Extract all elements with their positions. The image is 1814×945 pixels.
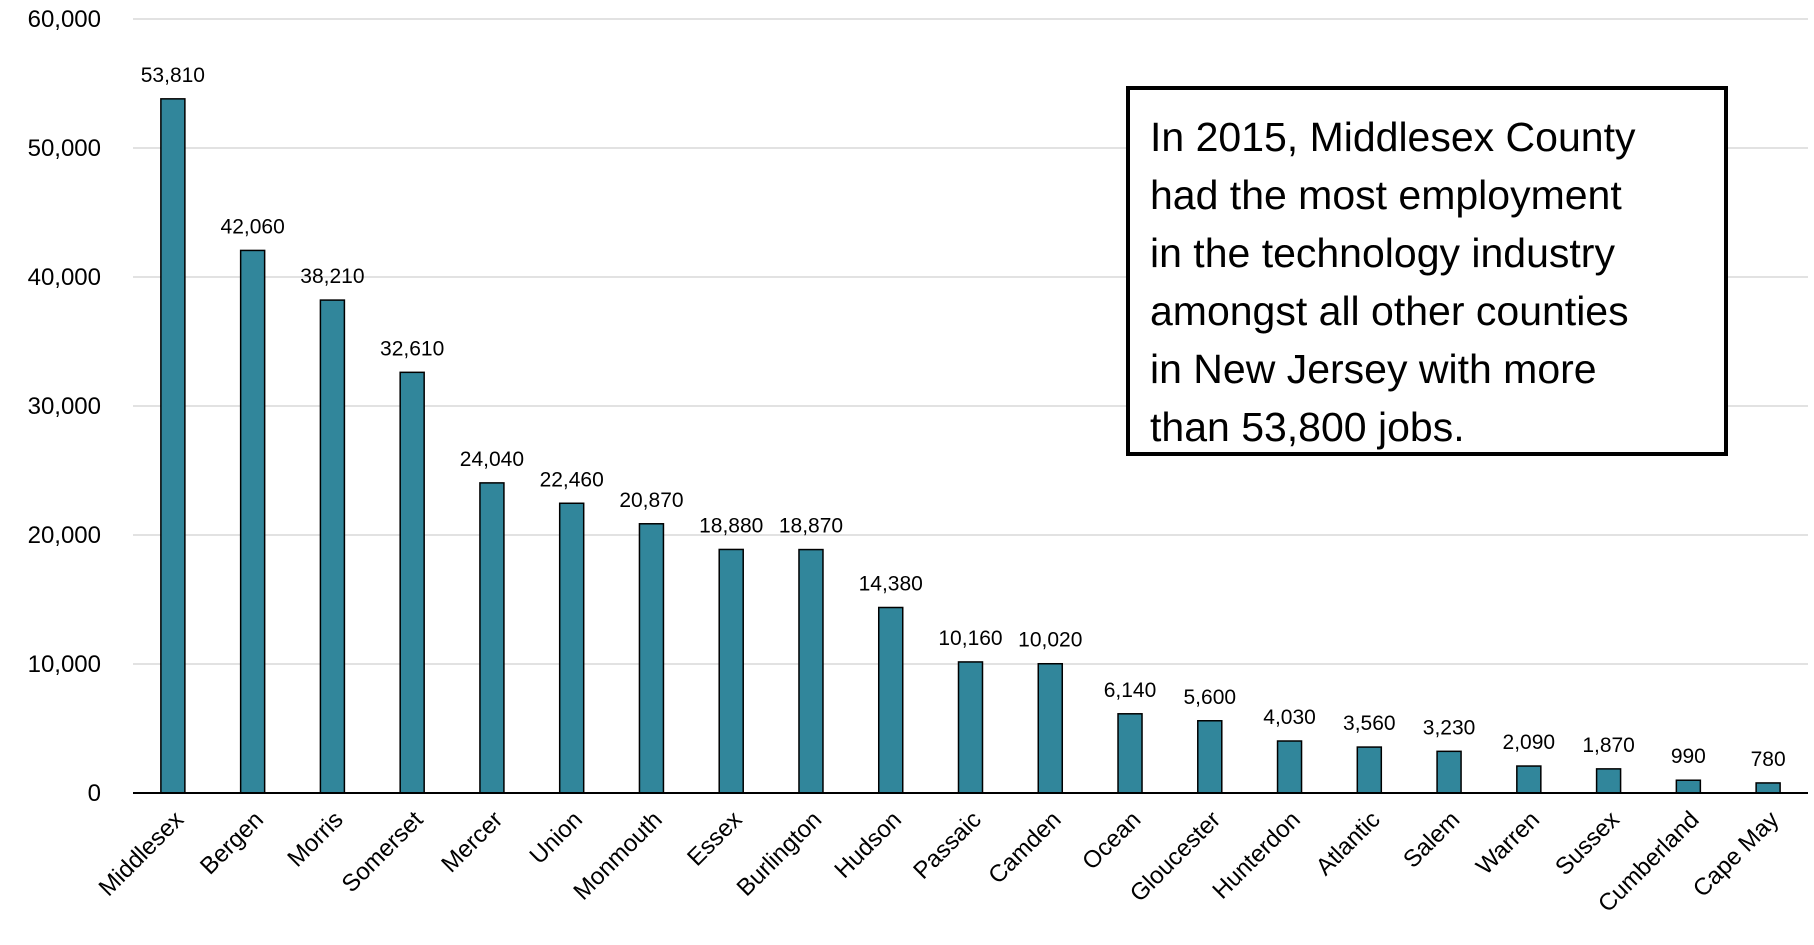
y-tick-label: 0 <box>88 780 101 807</box>
bar <box>1516 765 1542 794</box>
x-tick-label: Sussex <box>1550 806 1625 881</box>
bar <box>638 523 665 794</box>
y-axis-ticks: 0 10,000 20,000 30,000 40,000 50,000 60,000 <box>28 6 101 807</box>
y-tick-label: 40,000 <box>28 264 101 291</box>
x-tick-label: Essex <box>682 806 747 871</box>
data-label: 780 <box>1751 748 1786 771</box>
x-tick-label: Union <box>524 806 587 869</box>
bar <box>1675 779 1702 794</box>
bars <box>160 98 1781 794</box>
data-label: 3,230 <box>1423 716 1476 739</box>
x-tick-label: Middlesex <box>94 806 189 901</box>
bar <box>1755 782 1781 794</box>
bar <box>798 548 824 794</box>
annotation-line: in New Jersey with more <box>1150 346 1597 392</box>
data-labels: 53,810 42,060 38,210 32,610 24,040 22,460 20,8… <box>141 64 1786 771</box>
x-tick-label: Cape May <box>1688 806 1784 902</box>
bar <box>558 502 585 794</box>
data-label: 990 <box>1671 745 1706 768</box>
x-tick-label: Hunterdon <box>1207 806 1305 904</box>
y-tick-label: 60,000 <box>28 6 101 33</box>
data-label: 6,140 <box>1104 679 1157 702</box>
annotation-line: amongst all other counties <box>1150 288 1629 334</box>
x-tick-label: Passaic <box>908 806 987 885</box>
data-label: 32,610 <box>380 337 444 360</box>
data-label: 10,020 <box>1018 629 1082 652</box>
y-tick-label: 50,000 <box>28 135 101 162</box>
annotation-line: in the technology industry <box>1150 230 1615 276</box>
bar <box>1117 713 1143 794</box>
bar <box>1037 662 1064 794</box>
annotation-box: In 2015, Middlesex County had the most e… <box>1126 86 1728 456</box>
data-label: 42,060 <box>221 215 285 238</box>
x-tick-label: Burlington <box>732 806 828 902</box>
bar <box>319 299 346 794</box>
data-label: 10,160 <box>938 627 1002 650</box>
annotation-line: had the most employment <box>1150 172 1622 218</box>
bar <box>1276 740 1303 794</box>
data-label: 53,810 <box>141 64 205 87</box>
y-tick-label: 10,000 <box>28 651 101 678</box>
x-tick-label: Morris <box>282 806 348 872</box>
bar <box>1356 746 1383 794</box>
bar <box>160 98 186 794</box>
annotation-line: In 2015, Middlesex County <box>1150 114 1636 160</box>
x-tick-label: Mercer <box>436 806 508 878</box>
bar <box>877 606 904 794</box>
data-label: 18,870 <box>779 515 843 538</box>
data-label: 22,460 <box>540 468 604 491</box>
x-tick-label: Bergen <box>195 806 269 880</box>
data-label: 4,030 <box>1263 706 1316 729</box>
bar <box>1595 768 1622 794</box>
bar <box>479 482 505 794</box>
y-tick-label: 20,000 <box>28 522 101 549</box>
data-label: 2,090 <box>1503 731 1556 754</box>
bar <box>399 371 425 794</box>
bar <box>239 249 266 794</box>
y-tick-label: 30,000 <box>28 393 101 420</box>
x-tick-label: Warren <box>1471 806 1545 880</box>
x-tick-label: Ocean <box>1077 806 1146 875</box>
bar <box>957 661 984 794</box>
bar <box>718 548 744 794</box>
x-tick-label: Atlantic <box>1311 806 1386 881</box>
data-label: 38,210 <box>300 265 364 288</box>
bar <box>1436 750 1462 794</box>
x-tick-label: Hudson <box>829 806 907 884</box>
data-label: 3,560 <box>1343 712 1396 735</box>
data-label: 20,870 <box>619 489 683 512</box>
data-label: 14,380 <box>859 572 923 595</box>
x-tick-label: Salem <box>1398 806 1465 873</box>
bar <box>1197 720 1223 794</box>
annotation-line: than 53,800 jobs. <box>1150 404 1465 450</box>
x-tick-label: Camden <box>983 806 1066 889</box>
data-label: 5,600 <box>1184 686 1237 709</box>
data-label: 1,870 <box>1582 734 1635 757</box>
data-label: 18,880 <box>699 514 763 537</box>
data-label: 24,040 <box>460 448 524 471</box>
x-tick-label: Somerset <box>337 806 429 898</box>
